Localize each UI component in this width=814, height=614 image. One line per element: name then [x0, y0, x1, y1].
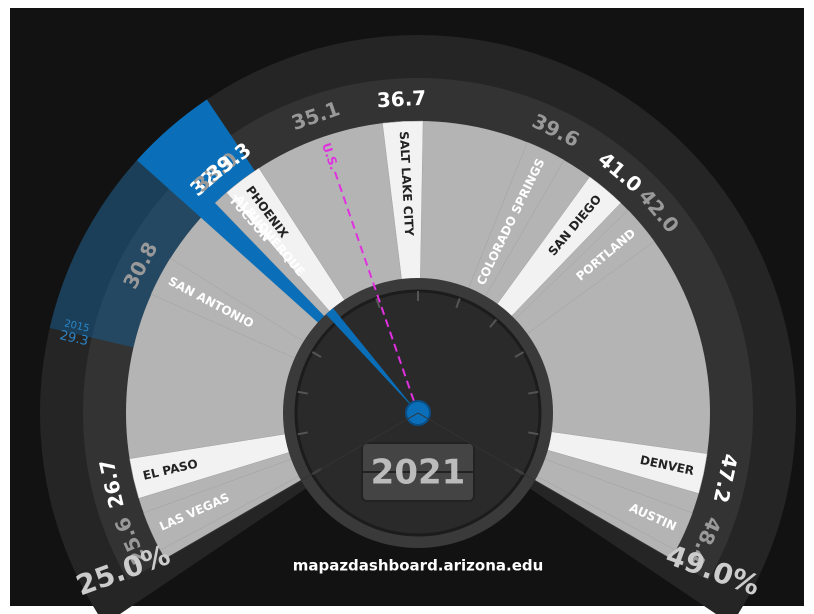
reference-needle — [373, 285, 419, 414]
hub-tick — [514, 351, 525, 358]
range-end — [417, 412, 672, 560]
hub-tick — [375, 298, 381, 309]
hub-tick — [311, 351, 322, 358]
footer: mapazdashboard.arizona.edu — [293, 557, 544, 575]
hub-tick — [528, 390, 539, 395]
hub-tick — [455, 298, 461, 309]
city-label: SALT LAKE CITY — [397, 131, 416, 237]
needle — [325, 308, 418, 413]
previous-value: 29.3 — [58, 328, 90, 349]
value-label: 36.7 — [376, 86, 427, 113]
hub-tick — [297, 390, 308, 395]
range-end — [164, 412, 419, 560]
hub-tick — [297, 431, 308, 436]
hub-tick — [528, 431, 539, 436]
hub-tick — [489, 318, 498, 328]
year: 2021 — [371, 453, 466, 493]
